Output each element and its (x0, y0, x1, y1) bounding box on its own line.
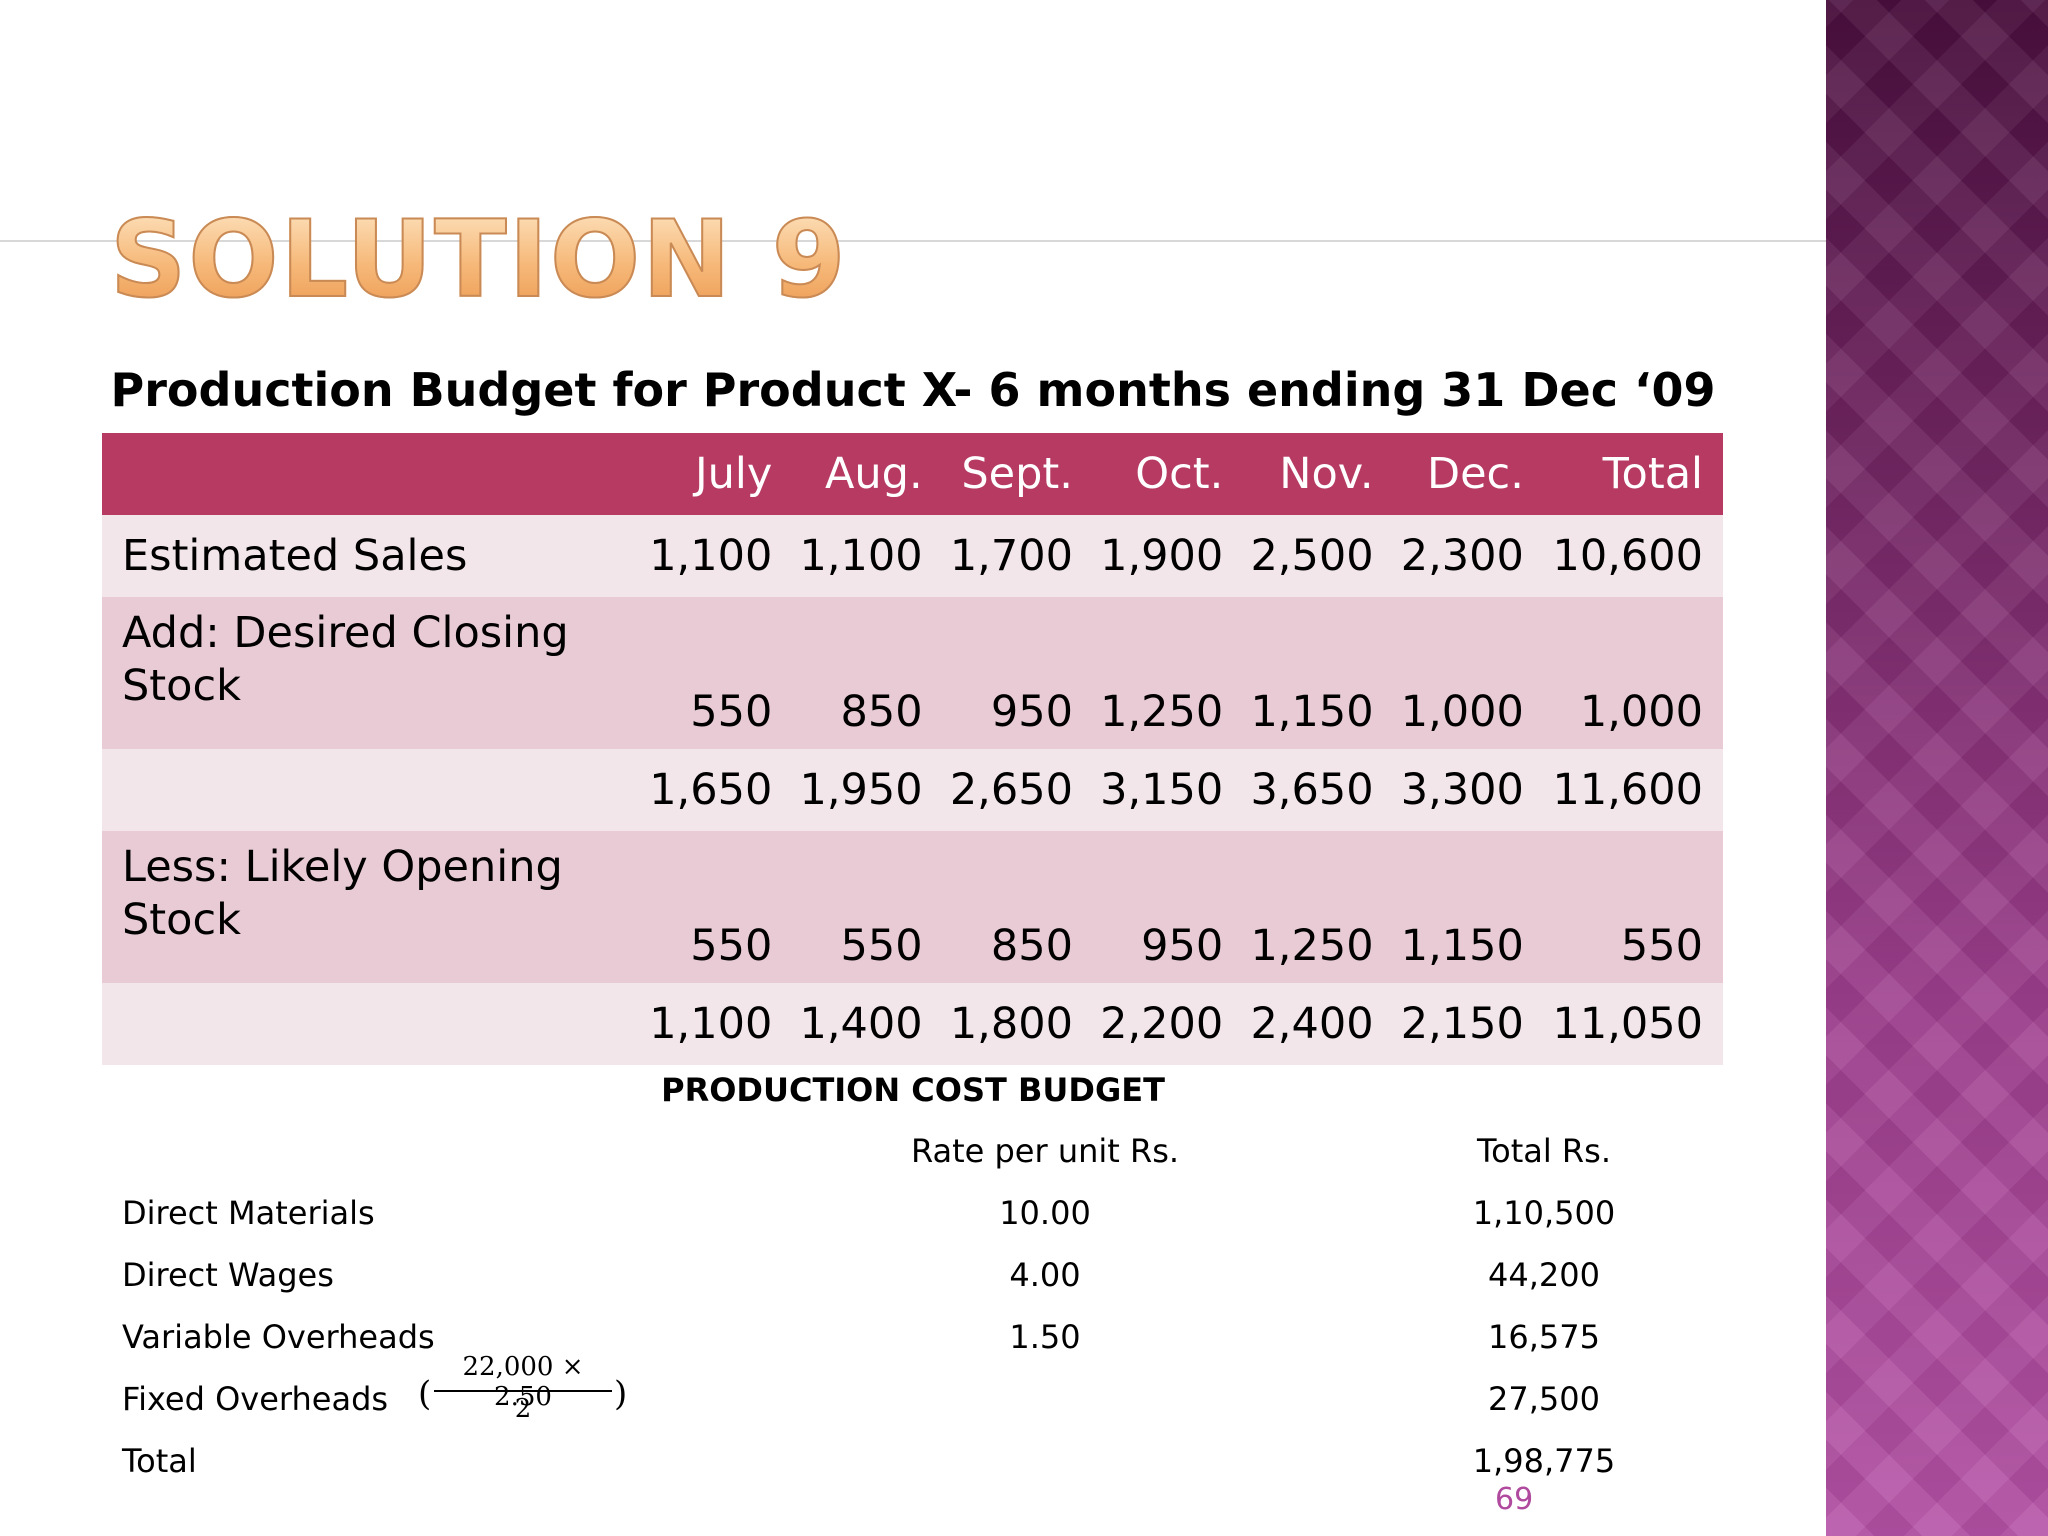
formula-numerator: 22,000 × 2.50 (462, 1352, 584, 1412)
row-label: Add: Desired Closing Stock (102, 597, 642, 749)
column-header: Nov. (1243, 433, 1394, 515)
cost-total: 16,575 (1488, 1318, 1600, 1356)
table-cell: 2,200 (1092, 983, 1244, 1065)
column-header: July (642, 433, 793, 515)
column-header (102, 433, 642, 515)
table-header-row: July Aug. Sept. Oct. Nov. Dec. Total (102, 433, 1723, 515)
decorative-side-panel (1826, 0, 2048, 1536)
cost-header-total: Total Rs. (1477, 1132, 1611, 1170)
table-cell: 2,650 (942, 749, 1093, 831)
table-cell: 1,400 (792, 983, 943, 1065)
table-cell: 2,400 (1243, 983, 1394, 1065)
cost-row: Direct Wages 4.00 44,200 (0, 1251, 1826, 1299)
table-cell: 550 (792, 831, 943, 983)
cost-label: Direct Wages (122, 1256, 334, 1294)
fixed-overheads-formula: ( 22,000 × 2.50 2 ) (418, 1352, 628, 1428)
table-cell: 2,500 (1243, 515, 1394, 597)
title-divider (0, 240, 1826, 242)
cost-total: 44,200 (1488, 1256, 1600, 1294)
table-cell: 550 (642, 831, 793, 983)
cost-budget-heading: PRODUCTION COST BUDGET (661, 1071, 1165, 1109)
table-cell: 1,100 (792, 515, 943, 597)
row-label: Estimated Sales (102, 515, 642, 597)
cost-total: 1,10,500 (1472, 1194, 1616, 1232)
table-cell: 1,000 (1393, 597, 1544, 749)
formula-close-paren: ) (614, 1374, 628, 1414)
cost-total: 27,500 (1488, 1380, 1600, 1418)
column-header: Sept. (942, 433, 1093, 515)
slide-title: SOLUTION 9 (109, 198, 848, 321)
column-header: Aug. (792, 433, 943, 515)
table-cell: 950 (1092, 831, 1244, 983)
cost-header-rate: Rate per unit Rs. (910, 1132, 1180, 1170)
cost-rate: 4.00 (1009, 1256, 1081, 1294)
table-cell: 1,000 (1543, 597, 1723, 749)
table-cell: 550 (1543, 831, 1723, 983)
table-row: 1,100 1,400 1,800 2,200 2,400 2,150 11,0… (102, 983, 1723, 1065)
cost-header-row: Rate per unit Rs. Total Rs. (0, 1127, 1826, 1175)
cost-label: Direct Materials (122, 1194, 375, 1232)
cost-rate: 10.00 (999, 1194, 1091, 1232)
column-header: Oct. (1092, 433, 1244, 515)
table-cell: 1,900 (1092, 515, 1244, 597)
table-cell: 11,600 (1543, 749, 1723, 831)
row-label: Less: Likely Opening Stock (102, 831, 642, 983)
table-row: Add: Desired Closing Stock 550 850 950 1… (102, 597, 1723, 749)
table-row: 1,650 1,950 2,650 3,150 3,650 3,300 11,6… (102, 749, 1723, 831)
table-cell: 1,100 (642, 515, 793, 597)
table-cell: 10,600 (1543, 515, 1723, 597)
table-cell: 1,700 (942, 515, 1093, 597)
formula-open-paren: ( (418, 1374, 432, 1414)
cost-row: Total 1,98,775 (0, 1437, 1826, 1485)
table-cell: 3,150 (1092, 749, 1244, 831)
table-cell: 1,100 (642, 983, 793, 1065)
table-cell: 3,300 (1393, 749, 1544, 831)
cost-rate: 1.50 (1009, 1318, 1081, 1356)
table-cell: 550 (642, 597, 793, 749)
column-header: Dec. (1393, 433, 1544, 515)
production-budget-heading: Production Budget for Product X- 6 month… (110, 363, 1716, 417)
production-budget-table: July Aug. Sept. Oct. Nov. Dec. Total Est… (102, 433, 1723, 1065)
table-row: Estimated Sales 1,100 1,100 1,700 1,900 … (102, 515, 1723, 597)
table-cell: 1,800 (942, 983, 1093, 1065)
table-cell: 1,250 (1243, 831, 1394, 983)
cost-row: Variable Overheads 1.50 16,575 (0, 1313, 1826, 1361)
table-cell: 11,050 (1543, 983, 1723, 1065)
cost-row: Direct Materials 10.00 1,10,500 (0, 1189, 1826, 1237)
row-label (102, 749, 642, 831)
table-cell: 1,150 (1243, 597, 1394, 749)
table-cell: 2,150 (1393, 983, 1544, 1065)
table-cell: 1,250 (1092, 597, 1244, 749)
cost-row: Fixed Overheads 27,500 (0, 1375, 1826, 1423)
formula-fraction-bar (434, 1390, 612, 1392)
table-cell: 1,650 (642, 749, 793, 831)
table-cell: 950 (942, 597, 1093, 749)
cost-total: 1,98,775 (1472, 1442, 1616, 1480)
table-cell: 1,150 (1393, 831, 1544, 983)
page-number: 69 (1495, 1482, 1534, 1517)
cost-label: Total (122, 1442, 197, 1480)
row-label (102, 983, 642, 1065)
table-cell: 850 (792, 597, 943, 749)
column-header: Total (1543, 433, 1723, 515)
table-cell: 1,950 (792, 749, 943, 831)
table-cell: 2,300 (1393, 515, 1544, 597)
table-cell: 3,650 (1243, 749, 1394, 831)
cost-label: Fixed Overheads (122, 1380, 389, 1418)
cost-label: Variable Overheads (122, 1318, 435, 1356)
formula-denominator: 2 (514, 1394, 532, 1424)
table-cell: 850 (942, 831, 1093, 983)
table-row: Less: Likely Opening Stock 550 550 850 9… (102, 831, 1723, 983)
